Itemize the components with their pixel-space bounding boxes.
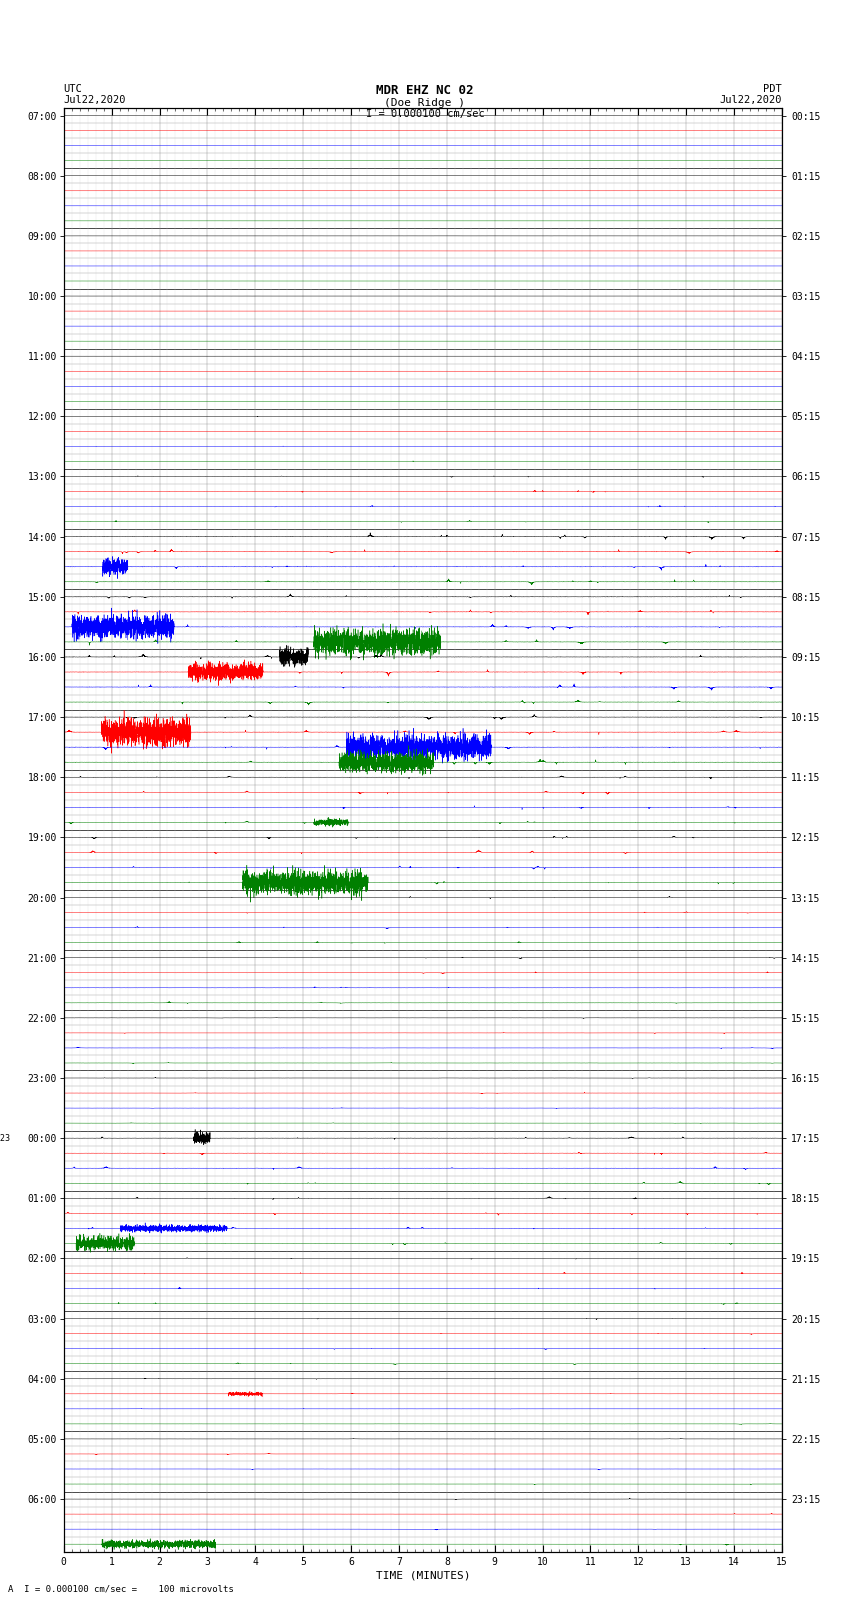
Text: A  I = 0.000100 cm/sec =    100 microvolts: A I = 0.000100 cm/sec = 100 microvolts bbox=[8, 1584, 235, 1594]
Text: MDR EHZ NC 02: MDR EHZ NC 02 bbox=[377, 84, 473, 97]
Text: UTC: UTC bbox=[64, 84, 82, 94]
Text: Jul22,2020: Jul22,2020 bbox=[64, 95, 127, 105]
Text: I = 0.000100 cm/sec: I = 0.000100 cm/sec bbox=[366, 110, 484, 119]
Text: Jul22,2020: Jul22,2020 bbox=[719, 95, 782, 105]
X-axis label: TIME (MINUTES): TIME (MINUTES) bbox=[376, 1571, 470, 1581]
Text: Jul123: Jul123 bbox=[0, 1134, 11, 1142]
Text: (Doe Ridge ): (Doe Ridge ) bbox=[384, 98, 466, 108]
Text: PDT: PDT bbox=[763, 84, 782, 94]
